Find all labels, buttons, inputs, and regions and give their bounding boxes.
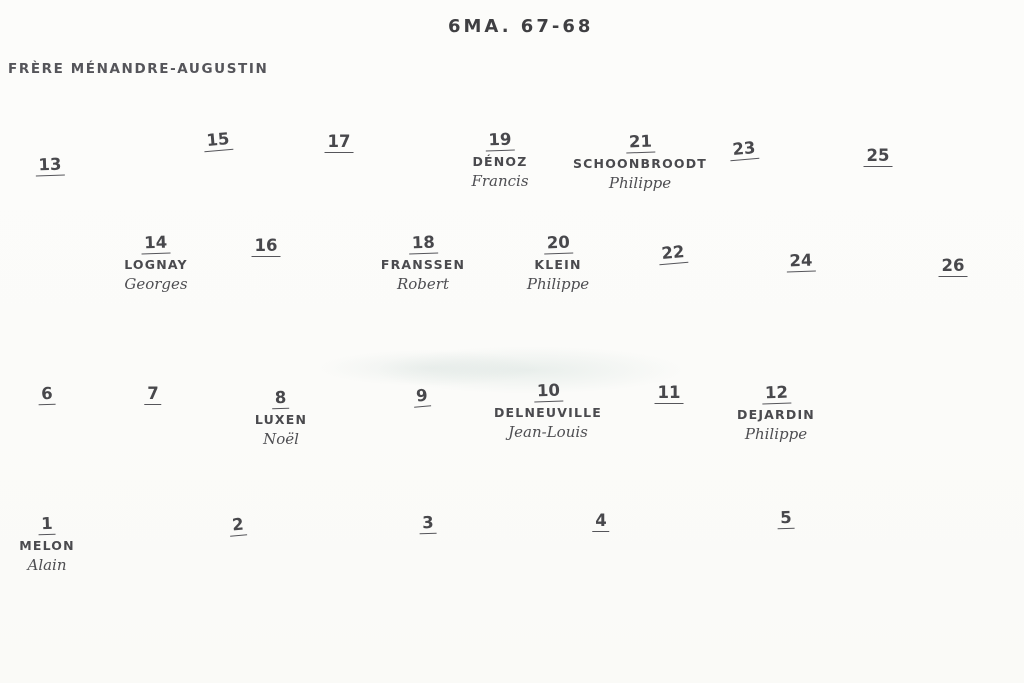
student-surname: KLEIN — [534, 257, 582, 272]
seat-number: 23 — [728, 137, 760, 162]
student-firstname: Philippe — [608, 174, 672, 192]
seat-number: 21 — [625, 131, 655, 154]
class-title: 6MA. 67-68 — [448, 16, 594, 37]
student-surname: FRANSSEN — [380, 257, 466, 272]
seat-2: 2 — [228, 514, 248, 537]
seat-14: 14 LOGNAY Georges — [124, 232, 188, 293]
seat-number: 5 — [776, 507, 796, 530]
seat-number: 1 — [37, 513, 57, 536]
seat-20: 20 KLEIN Philippe — [526, 232, 590, 293]
seat-number: 11 — [654, 383, 684, 404]
student-surname: MELON — [19, 538, 75, 553]
seat-6: 6 — [37, 383, 57, 406]
seat-number: 2 — [228, 514, 248, 537]
seat-5: 5 — [776, 507, 796, 530]
student-surname: SCHOONBROODT — [572, 156, 708, 171]
seat-number: 4 — [592, 511, 610, 532]
seat-11: 11 — [654, 383, 684, 405]
seat-16: 16 — [251, 236, 281, 258]
seat-number: 17 — [324, 132, 354, 153]
seat-22: 22 — [657, 241, 689, 266]
seat-3: 3 — [418, 512, 438, 535]
seat-18: 18 FRANSSEN Robert — [380, 232, 466, 293]
student-surname: LUXEN — [254, 412, 308, 427]
seat-10: 10 DELNEUVILLE Jean-Louis — [493, 380, 603, 441]
seat-number: 16 — [251, 236, 281, 257]
seat-number: 15 — [202, 128, 234, 153]
seat-12: 12 DEJARDIN Philippe — [737, 382, 815, 443]
seat-number: 7 — [144, 384, 162, 405]
student-surname: DEJARDIN — [737, 407, 815, 422]
seat-19: 19 DÉNOZ Francis — [471, 129, 529, 190]
seat-number: 18 — [408, 232, 438, 255]
student-firstname: Robert — [396, 275, 449, 293]
seat-number: 8 — [271, 387, 291, 410]
seat-number: 14 — [141, 232, 171, 255]
student-surname: DÉNOZ — [472, 154, 528, 169]
seat-17: 17 — [324, 132, 354, 154]
seat-13: 13 — [35, 154, 65, 177]
teacher-name: FRÈRE MÉNANDRE-AUGUSTIN — [8, 61, 269, 77]
student-surname: LOGNAY — [124, 257, 188, 272]
student-firstname: Georges — [124, 275, 188, 293]
seat-number: 26 — [938, 256, 968, 277]
seat-9: 9 — [412, 385, 432, 408]
seat-8: 8 LUXEN Noël — [254, 387, 308, 448]
seat-26: 26 — [938, 256, 968, 278]
seat-number: 24 — [786, 250, 816, 273]
seat-number: 6 — [37, 383, 57, 406]
seat-25: 25 — [863, 146, 893, 168]
seat-4: 4 — [592, 511, 610, 533]
seat-23: 23 — [728, 137, 760, 162]
student-surname: DELNEUVILLE — [493, 405, 603, 420]
seat-21: 21 SCHOONBROODT Philippe — [572, 131, 708, 192]
seat-number: 9 — [412, 385, 432, 408]
student-firstname: Philippe — [744, 425, 808, 443]
seat-number: 13 — [35, 154, 65, 177]
student-firstname: Alain — [27, 556, 67, 574]
student-firstname: Noël — [263, 430, 299, 448]
seat-number: 19 — [485, 129, 515, 152]
student-firstname: Philippe — [526, 275, 590, 293]
seat-number: 25 — [863, 146, 893, 167]
seat-1: 1 MELON Alain — [19, 513, 75, 574]
seat-number: 22 — [657, 241, 689, 266]
student-firstname: Jean-Louis — [508, 423, 588, 441]
student-firstname: Francis — [471, 172, 529, 190]
seat-7: 7 — [144, 384, 162, 406]
seat-24: 24 — [786, 250, 816, 273]
seat-number: 10 — [533, 380, 563, 403]
seat-number: 3 — [418, 512, 438, 535]
seat-15: 15 — [202, 128, 234, 153]
seat-number: 12 — [761, 382, 791, 405]
seat-number: 20 — [543, 232, 573, 255]
